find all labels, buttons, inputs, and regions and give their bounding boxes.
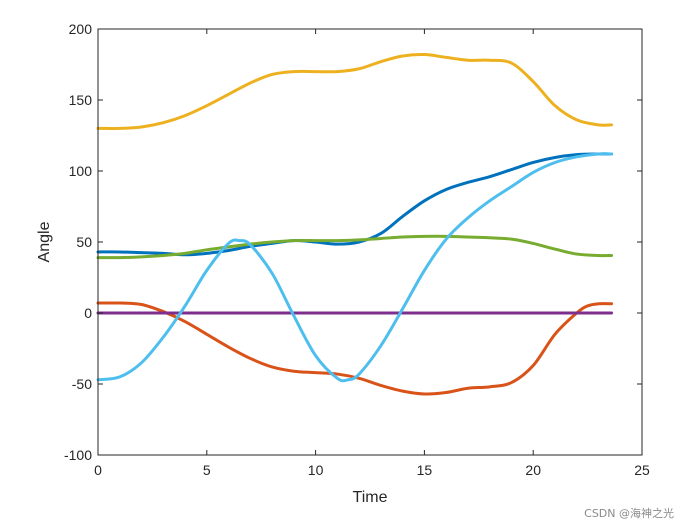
y-tick-label-6: 200 <box>69 21 93 37</box>
x-tick-label-1: 5 <box>203 462 211 478</box>
y-tick-label-0: -100 <box>64 447 92 463</box>
series-line-2 <box>96 301 614 396</box>
plot-area <box>98 29 642 455</box>
y-axis-label: Angle <box>36 221 53 262</box>
x-tick-label-3: 15 <box>417 462 433 478</box>
x-axis-label: Time <box>353 489 388 506</box>
x-tick-label-0: 0 <box>94 462 102 478</box>
series-layer <box>96 53 614 396</box>
x-tick-label-2: 10 <box>308 462 324 478</box>
series-line-3 <box>96 53 614 131</box>
y-tick-label-5: 150 <box>69 92 93 108</box>
series-line-5 <box>96 234 614 260</box>
tick-layer: 0 5 10 15 20 25 -100 -50 0 50 100 150 200 <box>64 21 650 478</box>
y-tick-label-1: -50 <box>72 376 92 392</box>
x-tick-label-4: 20 <box>525 462 541 478</box>
y-tick-label-2: 0 <box>84 305 92 321</box>
y-tick-label-3: 50 <box>76 234 92 250</box>
y-tick-label-4: 100 <box>69 163 93 179</box>
watermark-text: CSDN @海神之光 <box>584 507 674 520</box>
series-line-6 <box>96 152 614 383</box>
x-tick-label-5: 25 <box>634 462 650 478</box>
